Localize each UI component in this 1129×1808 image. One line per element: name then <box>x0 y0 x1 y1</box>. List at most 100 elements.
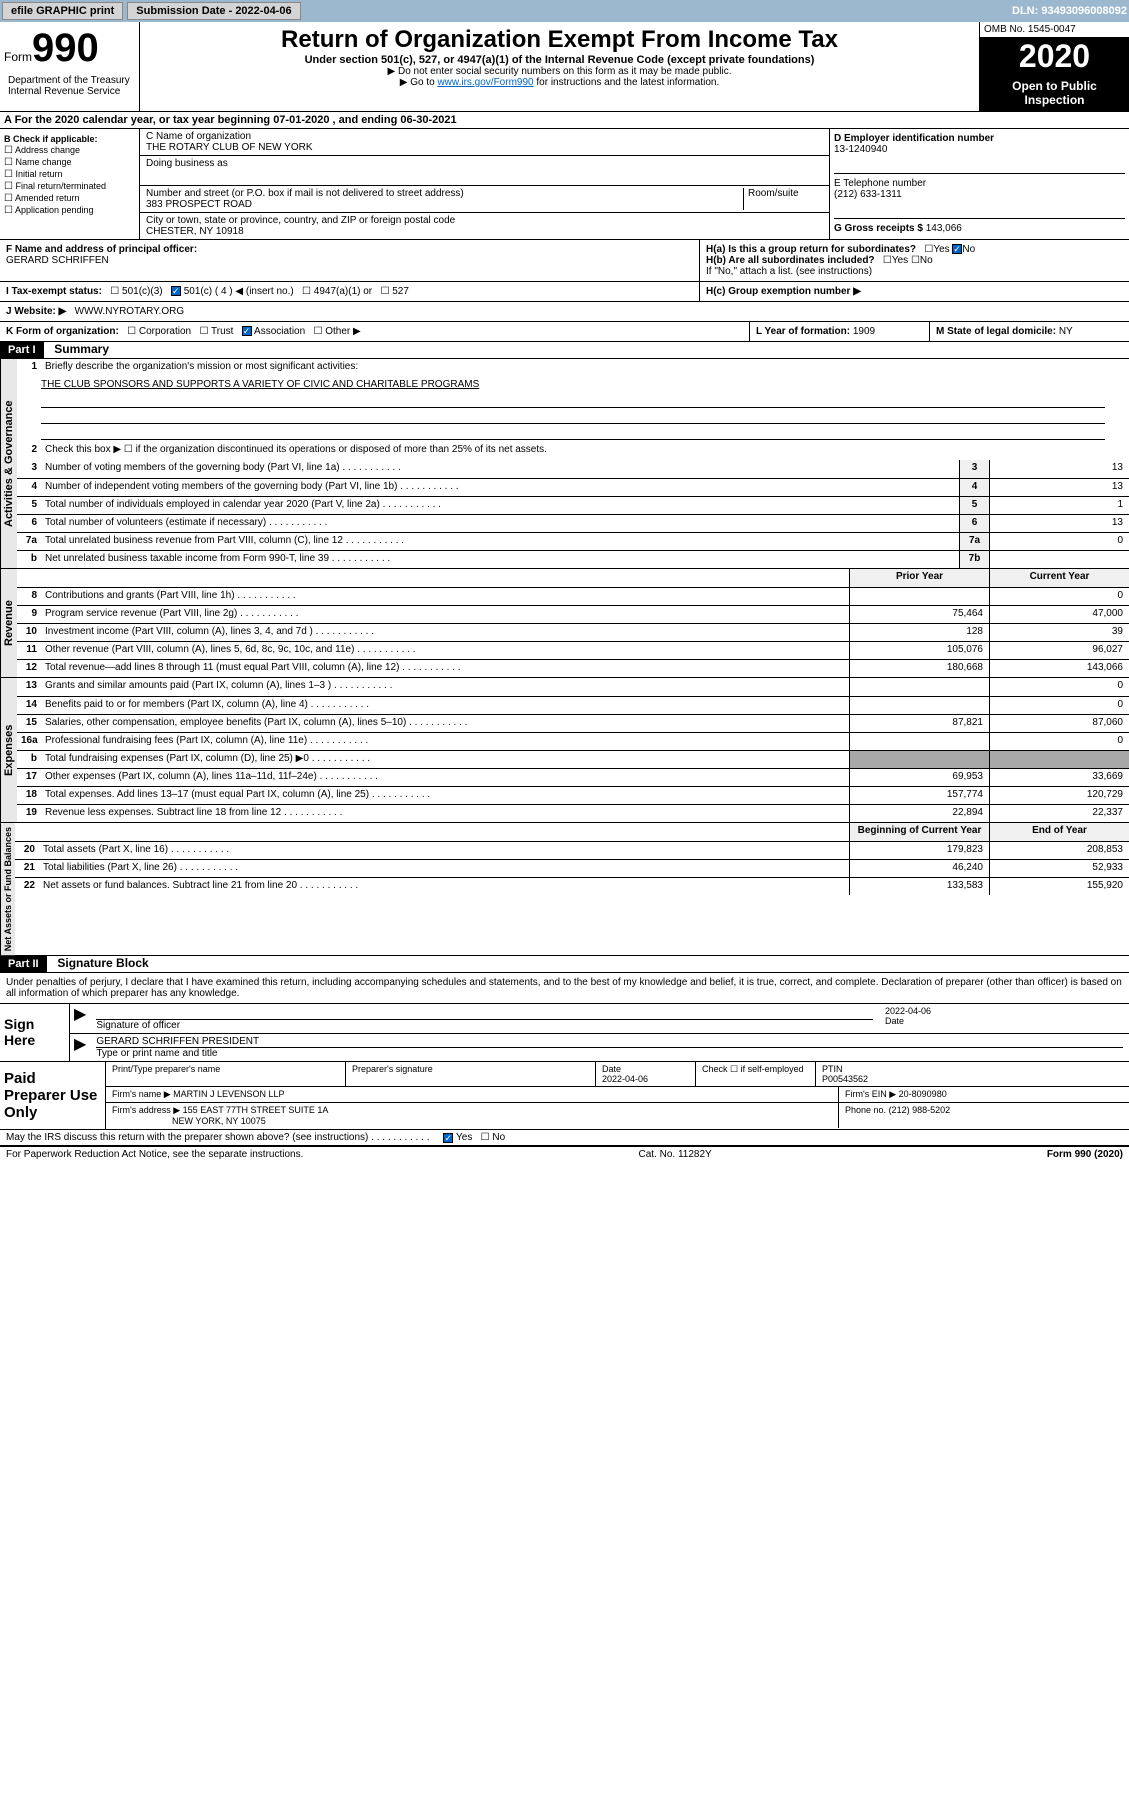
chk-initial-return[interactable]: Initial return <box>15 169 62 179</box>
goto-post: for instructions and the latest informat… <box>534 77 720 88</box>
section-b: B Check if applicable: ☐ Address change … <box>0 129 140 239</box>
section-c: C Name of organization THE ROTARY CLUB O… <box>140 129 829 239</box>
sig-date-label: Date <box>885 1016 1123 1026</box>
line-text: Program service revenue (Part VIII, line… <box>41 606 849 623</box>
line-text: Total expenses. Add lines 13–17 (must eq… <box>41 787 849 804</box>
line-box: 7a <box>959 533 989 550</box>
website-value: WWW.NYROTARY.ORG <box>75 306 184 317</box>
line-box: 3 <box>959 460 989 478</box>
firm-addr1: 155 EAST 77TH STREET SUITE 1A <box>183 1105 329 1115</box>
line-value <box>989 551 1129 568</box>
line-box: 4 <box>959 479 989 496</box>
discuss-yes-checkbox[interactable] <box>443 1133 453 1143</box>
prior-year-value: 180,668 <box>849 660 989 677</box>
sig-date: 2022-04-06 <box>885 1006 1123 1016</box>
ptin-label: PTIN <box>822 1064 843 1074</box>
chk-name-change[interactable]: Name change <box>15 157 71 167</box>
line-text: Number of voting members of the governin… <box>41 460 959 478</box>
line-num: 4 <box>17 479 41 496</box>
opt-501c-checkbox[interactable] <box>171 286 181 296</box>
line-text: Professional fundraising fees (Part IX, … <box>41 733 849 750</box>
phone-value: (212) 988-5202 <box>889 1105 951 1115</box>
line-num: 9 <box>17 606 41 623</box>
tax-exempt-label: I Tax-exempt status: <box>6 286 102 297</box>
efile-print-button[interactable]: efile GRAPHIC print <box>2 2 123 20</box>
line-num: 12 <box>17 660 41 677</box>
prior-year-value <box>849 733 989 750</box>
line-text: Total liabilities (Part X, line 26) <box>39 860 849 877</box>
line-text: Total number of volunteers (estimate if … <box>41 515 959 532</box>
preparer-sig-label: Preparer's signature <box>346 1062 596 1086</box>
activities-governance-label: Activities & Governance <box>0 359 17 568</box>
part-1-title: Summary <box>46 342 109 356</box>
line-box: 7b <box>959 551 989 568</box>
part-2-num: Part II <box>0 956 47 972</box>
form-version: Form 990 (2020) <box>1047 1149 1123 1160</box>
opt-501c3[interactable]: 501(c)(3) <box>122 286 163 297</box>
chk-final-return[interactable]: Final return/terminated <box>15 181 106 191</box>
state-domicile-value: NY <box>1059 326 1073 337</box>
end-year-header: End of Year <box>989 823 1129 841</box>
prior-year-value: 69,953 <box>849 769 989 786</box>
line-num: 14 <box>17 697 41 714</box>
paperwork-notice: For Paperwork Reduction Act Notice, see … <box>6 1149 303 1160</box>
line-value: 0 <box>989 533 1129 550</box>
discuss-preparer-row: May the IRS discuss this return with the… <box>0 1130 1129 1147</box>
org-name-label: C Name of organization <box>146 131 823 142</box>
chk-address-change[interactable]: Address change <box>15 145 80 155</box>
group-return-no-checkbox[interactable] <box>952 244 962 254</box>
org-name: THE ROTARY CLUB OF NEW YORK <box>146 142 823 153</box>
principal-officer-label: F Name and address of principal officer: <box>6 244 197 255</box>
form-org-label: K Form of organization: <box>6 326 119 337</box>
sign-here-block: Sign Here ▶ Signature of officer 2022-04… <box>0 1003 1129 1062</box>
opt-trust[interactable]: Trust <box>211 326 233 337</box>
cat-number: Cat. No. 11282Y <box>639 1149 712 1160</box>
self-employed-check[interactable]: Check ☐ if self-employed <box>696 1062 816 1086</box>
opt-4947[interactable]: 4947(a)(1) or <box>314 286 372 297</box>
chk-app-pending[interactable]: Application pending <box>15 205 94 215</box>
mission-text: THE CLUB SPONSORS AND SUPPORTS A VARIETY… <box>17 377 1129 392</box>
form-number: 990 <box>32 26 99 70</box>
section-j: J Website: ▶ WWW.NYROTARY.ORG <box>0 302 1129 322</box>
opt-other[interactable]: Other ▶ <box>325 326 360 337</box>
line-text: Contributions and grants (Part VIII, lin… <box>41 588 849 605</box>
dept-treasury: Department of the Treasury Internal Reve… <box>4 71 135 101</box>
prior-year-value <box>849 697 989 714</box>
line-num: 15 <box>17 715 41 732</box>
tel-value: (212) 633-1311 <box>834 189 1125 200</box>
chk-amended[interactable]: Amended return <box>15 193 80 203</box>
submission-date: Submission Date - 2022-04-06 <box>127 2 300 20</box>
opt-assoc-checkbox[interactable] <box>242 326 252 336</box>
current-year-value: 33,669 <box>989 769 1129 786</box>
part-2-header: Part II Signature Block <box>0 956 1129 973</box>
preparer-name-label: Print/Type preparer's name <box>106 1062 346 1086</box>
opt-corp[interactable]: Corporation <box>139 326 191 337</box>
net-assets-label: Net Assets or Fund Balances <box>0 823 15 955</box>
opt-501c: 501(c) ( 4 ) ◀ (insert no.) <box>184 286 294 297</box>
line-value: 13 <box>989 460 1129 478</box>
current-year-value: 39 <box>989 624 1129 641</box>
discontinued-label: Check this box ▶ ☐ if the organization d… <box>41 442 1129 460</box>
current-year-value: 0 <box>989 588 1129 605</box>
line-value: 1 <box>989 497 1129 514</box>
end-year-value: 208,853 <box>989 842 1129 859</box>
efile-toolbar: efile GRAPHIC print Submission Date - 20… <box>0 0 1129 22</box>
h-b-label: H(b) Are all subordinates included? <box>706 255 875 266</box>
irs-link[interactable]: www.irs.gov/Form990 <box>437 77 533 88</box>
line-text: Net unrelated business taxable income fr… <box>41 551 959 568</box>
mission-blank-line <box>41 410 1105 424</box>
line-num: 16a <box>17 733 41 750</box>
prior-year-value: 22,894 <box>849 805 989 822</box>
prior-year-value <box>849 588 989 605</box>
revenue-section: Revenue Prior YearCurrent Year 8Contribu… <box>0 569 1129 678</box>
signature-arrow-icon: ▶ <box>70 1004 90 1033</box>
sig-officer-label: Signature of officer <box>96 1020 873 1031</box>
line-text: Grants and similar amounts paid (Part IX… <box>41 678 849 696</box>
prior-year-value: 75,464 <box>849 606 989 623</box>
line-num: 18 <box>17 787 41 804</box>
section-k-l-m: K Form of organization: ☐ Corporation ☐ … <box>0 322 1129 342</box>
opt-527[interactable]: 527 <box>392 286 409 297</box>
line-num: 22 <box>15 878 39 895</box>
current-year-value: 47,000 <box>989 606 1129 623</box>
open-inspection: Open to Public Inspection <box>980 75 1129 111</box>
